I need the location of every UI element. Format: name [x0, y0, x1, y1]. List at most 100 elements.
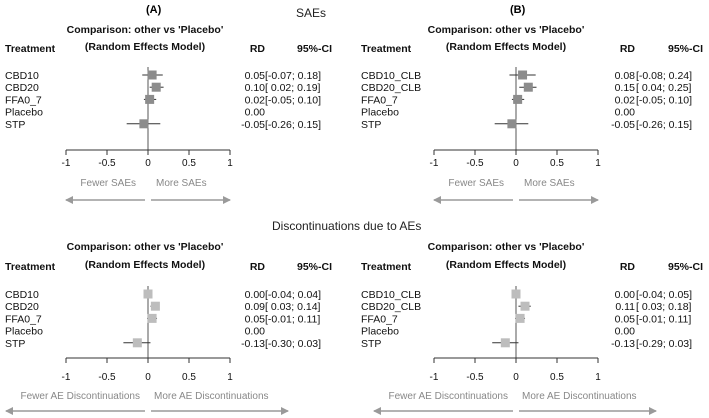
x-axis-tick-label: -1: [62, 158, 71, 169]
direction-label-left: Fewer SAEs: [80, 178, 136, 189]
row-rd-value: 0.00: [615, 289, 636, 301]
point-estimate-marker: [151, 82, 161, 92]
point-estimate-marker: [139, 119, 149, 129]
row-rd-value: 0.02: [245, 94, 266, 106]
column-header-ci: 95%-CI: [297, 261, 332, 273]
section-title-discontinuations: Discontinuations due to AEs: [272, 219, 421, 233]
row-ci-value: [-0.29; 0.03]: [636, 338, 692, 350]
x-axis-tick-label: 0: [145, 372, 151, 383]
column-header-treatment: Treatment: [361, 261, 412, 273]
column-header-rd: RD: [250, 43, 266, 55]
direction-label-left: Fewer AE Discontinuations: [388, 391, 508, 402]
row-label: CBD10_CLB: [361, 70, 421, 82]
row-label: STP: [5, 119, 25, 131]
row-rd-value: 0.02: [615, 94, 636, 106]
row-ci-value: [-0.04; 0.05]: [636, 289, 692, 301]
row-label: CBD20_CLB: [361, 301, 421, 313]
header-title-line-1: Comparison: other vs 'Placebo': [428, 241, 585, 253]
direction-label-left: Fewer SAEs: [448, 178, 504, 189]
point-estimate-marker: [515, 313, 525, 323]
direction-label-left: Fewer AE Discontinuations: [20, 391, 140, 402]
column-header-rd: RD: [620, 43, 636, 55]
header-title-line-2: (Random Effects Model): [85, 259, 205, 271]
row-rd-value: 0.09: [245, 301, 266, 313]
point-estimate-marker: [511, 289, 521, 299]
header-title-line-1: Comparison: other vs 'Placebo': [428, 24, 585, 36]
x-axis-tick-label: 0.5: [550, 158, 564, 169]
row-ci-value: [-0.08; 0.24]: [636, 70, 692, 82]
x-axis-tick-label: 1: [227, 372, 233, 383]
point-estimate-marker: [520, 301, 530, 311]
forest-panel-1: (A) Comparison: other vs 'Placebo' (Random…: [5, 4, 332, 204]
row-label: STP: [361, 119, 381, 131]
header-title-line-2: (Random Effects Model): [446, 259, 566, 271]
direction-label-right: More AE Discontinuations: [522, 391, 637, 402]
x-axis-tick-label: 0: [513, 372, 519, 383]
x-axis-tick-label: 1: [595, 158, 601, 169]
row-label: FFA0_7: [361, 94, 398, 106]
row-ci-value: [ 0.04; 0.25]: [636, 82, 692, 94]
x-axis-tick-label: -1: [430, 372, 439, 383]
row-label: CBD10: [5, 289, 39, 301]
row-rd-value: 0.00: [615, 326, 636, 338]
row-rd-value: -0.13: [241, 338, 265, 350]
row-rd-value: 0.05: [245, 70, 266, 82]
row-ci-value: [-0.05; 0.10]: [636, 94, 692, 106]
x-axis-tick-label: 0.5: [550, 372, 564, 383]
column-header-treatment: Treatment: [5, 261, 56, 273]
row-label: CBD10: [5, 70, 39, 82]
point-estimate-marker: [518, 70, 528, 80]
row-rd-value: 0.15: [615, 82, 636, 94]
row-rd-value: 0.05: [245, 313, 266, 325]
row-rd-value: 0.00: [245, 326, 266, 338]
column-header-ci: 95%-CI: [297, 43, 332, 55]
row-ci-value: [-0.26; 0.15]: [636, 119, 692, 131]
row-ci-value: [-0.01; 0.11]: [636, 313, 691, 325]
point-estimate-marker: [150, 301, 160, 311]
row-rd-value: -0.13: [611, 338, 635, 350]
row-rd-value: 0.00: [245, 289, 266, 301]
row-rd-value: 0.00: [615, 107, 636, 119]
panel-label: (B): [510, 4, 526, 16]
row-ci-value: [-0.04; 0.04]: [265, 289, 321, 301]
row-label: FFA0_7: [5, 313, 42, 325]
row-rd-value: -0.05: [241, 119, 265, 131]
row-label: Placebo: [5, 326, 43, 338]
forest-panel-2: (B) Comparison: other vs 'Placebo' (Random…: [361, 4, 703, 204]
row-ci-value: [ 0.03; 0.14]: [265, 301, 321, 313]
point-estimate-marker: [500, 338, 510, 348]
row-rd-value: 0.11: [615, 301, 635, 313]
section-title-saes: SAEs: [296, 6, 326, 20]
row-ci-value: [ 0.03; 0.18]: [636, 301, 692, 313]
direction-label-right: More SAEs: [156, 178, 207, 189]
row-rd-value: 0.00: [245, 107, 266, 119]
x-axis-tick-label: 0.5: [182, 372, 196, 383]
row-label: CBD10_CLB: [361, 289, 421, 301]
row-label: FFA0_7: [361, 313, 398, 325]
row-ci-value: [-0.26; 0.15]: [265, 119, 321, 131]
row-label: STP: [361, 338, 381, 350]
row-label: CBD20: [5, 301, 39, 313]
row-ci-value: [-0.07; 0.18]: [265, 70, 321, 82]
x-axis-tick-label: -0.5: [98, 372, 116, 383]
point-estimate-marker: [145, 94, 155, 104]
row-ci-value: [-0.01; 0.11]: [265, 313, 320, 325]
header-title-line-2: (Random Effects Model): [446, 41, 566, 53]
point-estimate-marker: [143, 289, 153, 299]
column-header-ci: 95%-CI: [668, 43, 703, 55]
row-ci-value: [-0.30; 0.03]: [265, 338, 321, 350]
point-estimate-marker: [507, 119, 517, 129]
direction-label-right: More SAEs: [524, 178, 575, 189]
x-axis-tick-label: -0.5: [98, 158, 116, 169]
row-rd-value: -0.05: [611, 119, 635, 131]
row-ci-value: [ 0.02; 0.19]: [265, 82, 321, 94]
row-rd-value: 0.08: [615, 70, 636, 82]
x-axis-tick-label: -1: [430, 158, 439, 169]
x-axis-tick-label: -0.5: [466, 158, 484, 169]
row-label: Placebo: [361, 107, 399, 119]
point-estimate-marker: [513, 94, 523, 104]
header-title-line-2: (Random Effects Model): [85, 41, 205, 53]
row-label: STP: [5, 338, 25, 350]
panel-label: (A): [146, 4, 162, 16]
x-axis-tick-label: 1: [227, 158, 233, 169]
